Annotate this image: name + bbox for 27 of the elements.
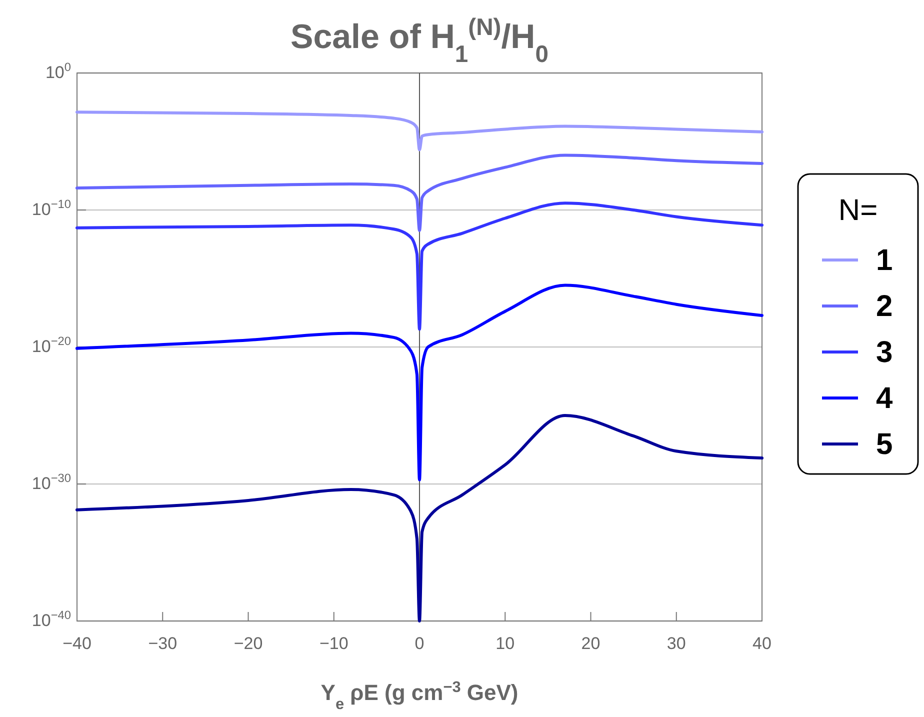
x-axis-title: Y$_{e}$ ρE (g cm$^{−3}$ GeV): [320, 678, 518, 712]
legend-label: 4: [876, 382, 893, 415]
x-tick-label: 40: [752, 634, 772, 653]
x-tick-label: 20: [581, 634, 600, 653]
x-tick-label: −10: [319, 634, 348, 653]
y-tick-label: 10$^{−40}$: [32, 608, 72, 630]
legend-label: 5: [876, 428, 893, 461]
x-tick-label: 0: [414, 634, 424, 653]
y-tick-label: 10$^{0}$: [45, 60, 72, 82]
legend-label: 3: [876, 336, 893, 369]
legend-title: N=: [838, 194, 878, 227]
line-series: [76, 284, 764, 482]
x-tick-label: 10: [496, 634, 515, 653]
line-series: [76, 414, 764, 622]
y-tick-label: 10$^{−30}$: [32, 471, 72, 493]
x-tick-label: 30: [666, 634, 686, 653]
x-tick-label: −30: [148, 634, 178, 653]
y-tick-label: 10$^{−10}$: [32, 197, 72, 219]
x-tick-label: −40: [62, 634, 92, 653]
y-tick-label: 10$^{−20}$: [32, 334, 72, 356]
x-tick-label: −20: [234, 634, 263, 653]
legend-label: 2: [876, 290, 893, 323]
line-series: [76, 110, 764, 152]
chart-title: Scale of H$_{1}$$^{(N)}$/H$_{0}$: [290, 14, 548, 68]
legend-label: 1: [876, 244, 893, 277]
line-series: [76, 202, 764, 331]
line-series: [76, 154, 764, 232]
